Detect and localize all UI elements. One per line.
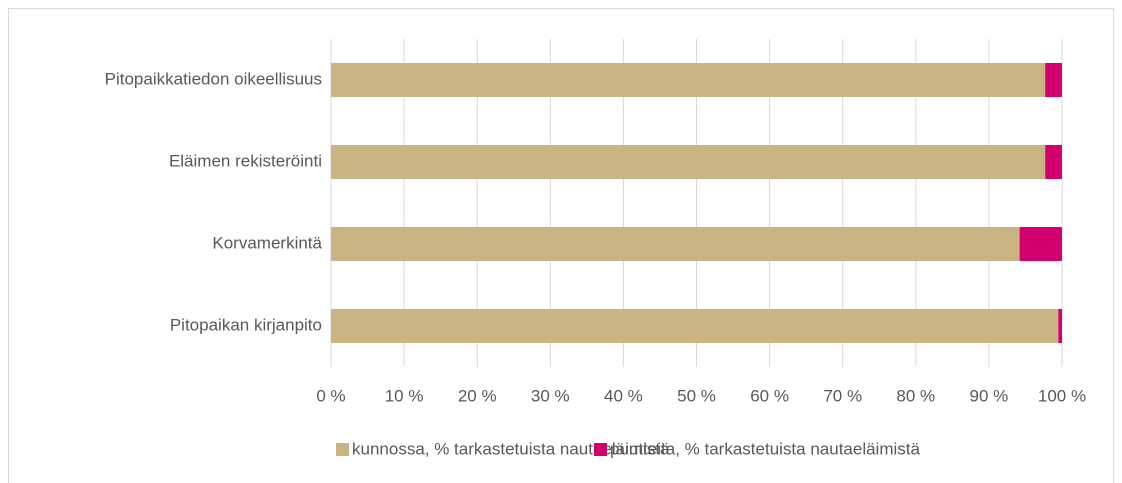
x-tick-label: 40 % — [604, 386, 643, 405]
x-tick-label: 10 % — [385, 386, 424, 405]
legend-label: puutteita, % tarkastetuista nautaeläimis… — [610, 439, 920, 458]
x-tick-label: 80 % — [896, 386, 935, 405]
bar — [1019, 227, 1062, 261]
x-tick-label: 100 % — [1038, 386, 1086, 405]
x-tick-label: 30 % — [531, 386, 570, 405]
x-tick-label: 0 % — [316, 386, 345, 405]
legend-swatch — [336, 443, 349, 456]
x-tick-label: 60 % — [750, 386, 789, 405]
legend-label: kunnossa, % tarkastetuista nautaeläimist… — [352, 439, 670, 458]
x-tick-label: 20 % — [458, 386, 497, 405]
x-tick-label: 50 % — [677, 386, 716, 405]
bar — [331, 63, 1046, 97]
bar — [331, 227, 1020, 261]
bar — [1058, 309, 1062, 343]
y-tick-label: Pitopaikan kirjanpito — [170, 315, 322, 334]
y-tick-label: Korvamerkintä — [212, 233, 322, 252]
bar — [1045, 63, 1062, 97]
chart-frame — [8, 8, 1114, 483]
legend-swatch — [594, 443, 607, 456]
bar — [331, 309, 1059, 343]
y-tick-label: Eläimen rekisteröinti — [169, 151, 322, 170]
x-tick-label: 70 % — [823, 386, 862, 405]
bar — [331, 145, 1046, 179]
x-tick-label: 90 % — [970, 386, 1009, 405]
y-tick-label: Pitopaikkatiedon oikeellisuus — [105, 69, 322, 88]
bar — [1045, 145, 1062, 179]
